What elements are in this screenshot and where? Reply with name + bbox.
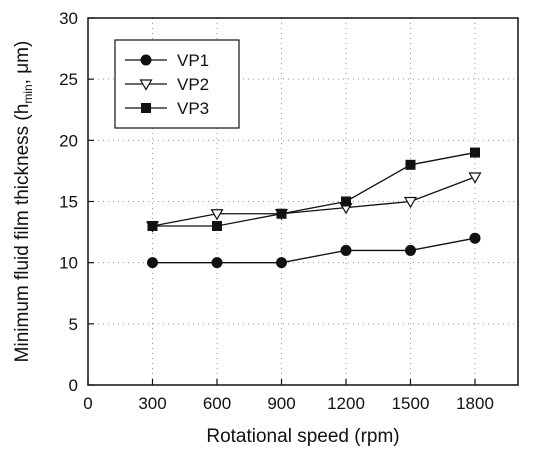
grid bbox=[88, 18, 518, 385]
legend-marker-vp3 bbox=[141, 103, 151, 113]
data-point-vp3 bbox=[276, 208, 287, 219]
y-tick-label: 5 bbox=[69, 315, 78, 334]
legend-label-vp2: VP2 bbox=[177, 75, 209, 94]
series-line-vp1 bbox=[152, 237, 476, 264]
data-point-vp2 bbox=[468, 172, 482, 184]
series-markers bbox=[145, 147, 482, 269]
data-point-vp2 bbox=[210, 209, 224, 221]
y-tick-label: 30 bbox=[59, 9, 78, 28]
data-point-vp3 bbox=[212, 220, 222, 231]
x-tick-label: 1500 bbox=[392, 394, 430, 413]
x-tick-label: 300 bbox=[138, 394, 166, 413]
data-point-vp2 bbox=[403, 196, 418, 209]
y-axis-title-main: Minimum fluid film thickness (h bbox=[12, 104, 33, 363]
x-tick-label: 1800 bbox=[456, 394, 494, 413]
y-axis-title-end: , μm) bbox=[12, 41, 33, 85]
data-point-vp3 bbox=[147, 220, 158, 231]
x-tick-label: 600 bbox=[203, 394, 231, 413]
y-tick-label: 20 bbox=[59, 131, 78, 150]
series-line-vp3 bbox=[152, 151, 476, 227]
x-tick-label: 0 bbox=[83, 394, 92, 413]
x-tick-label: 1200 bbox=[327, 394, 365, 413]
data-point-vp1 bbox=[211, 257, 223, 269]
legend: VP1 VP2 VP3 bbox=[114, 39, 240, 129]
y-tick-label: 15 bbox=[59, 193, 78, 212]
data-point-vp1 bbox=[469, 232, 481, 244]
data-point-vp3 bbox=[470, 147, 480, 158]
x-axis-title: Rotational speed (rpm) bbox=[206, 426, 399, 447]
legend-label-vp3: VP3 bbox=[177, 99, 209, 118]
y-tick-label: 25 bbox=[59, 70, 78, 89]
series-lines bbox=[152, 151, 476, 264]
data-point-vp1 bbox=[405, 244, 416, 256]
y-tick-label: 10 bbox=[59, 254, 78, 273]
y-tick-label: 0 bbox=[69, 376, 78, 395]
y-axis-title-subscript: min bbox=[21, 84, 35, 103]
y-axis-title: Minimum fluid film thickness (hmin, μm) bbox=[12, 41, 35, 363]
data-point-vp3 bbox=[405, 159, 416, 170]
series-line-vp2 bbox=[152, 176, 476, 227]
legend-marker-vp2 bbox=[139, 79, 153, 91]
axis-ticks: 0 300 600 900 1200 1500 1800 0 5 10 15 20 25 30 bbox=[59, 9, 494, 413]
data-point-vp3 bbox=[341, 196, 351, 207]
legend-marker-vp1 bbox=[140, 54, 152, 66]
data-point-vp1 bbox=[276, 257, 287, 269]
data-point-vp1 bbox=[147, 257, 158, 269]
legend-label-vp1: VP1 bbox=[177, 51, 209, 70]
x-tick-label: 900 bbox=[267, 394, 295, 413]
data-point-vp1 bbox=[340, 244, 352, 256]
